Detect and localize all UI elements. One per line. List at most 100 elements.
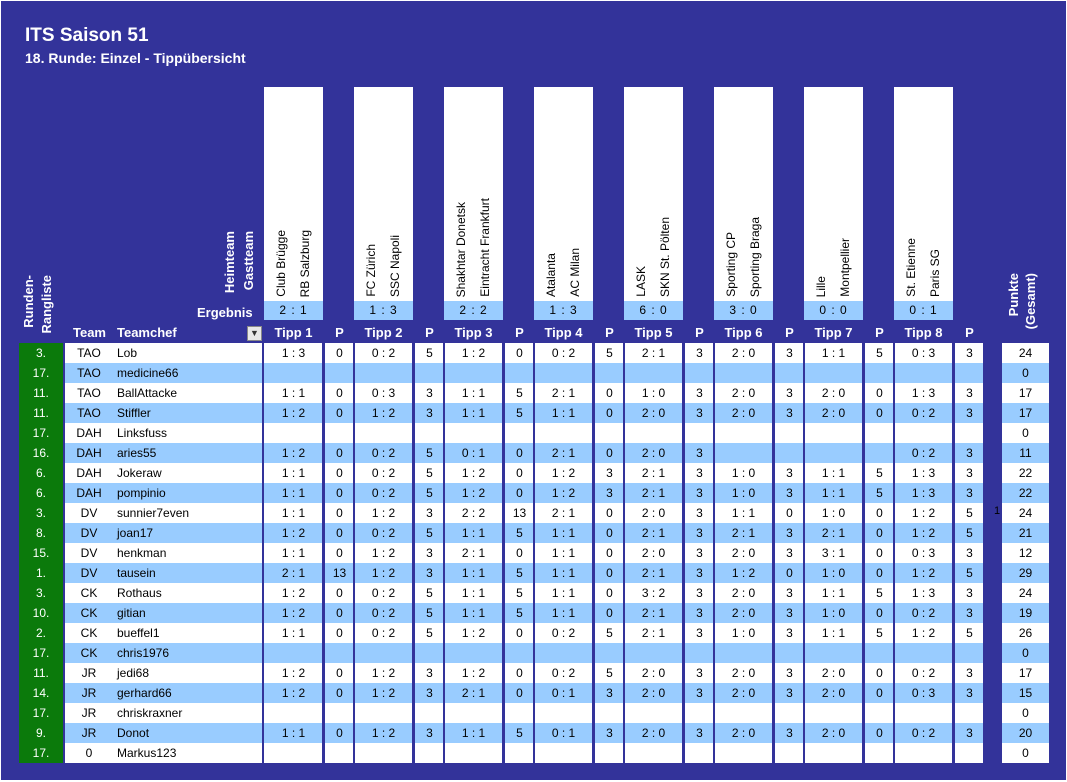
- tipp-cell: 2 : 0: [624, 543, 683, 563]
- team-cell: DAH: [65, 463, 113, 483]
- points-cell: 0: [325, 543, 354, 563]
- tipp-cell: 1 : 1: [534, 603, 593, 623]
- tipp-cell: 0 : 2: [354, 483, 413, 503]
- tipp-cell: [534, 743, 593, 763]
- points-cell: [775, 423, 804, 443]
- points-cell: [955, 643, 984, 663]
- points-cell: 0: [325, 503, 354, 523]
- match-header-2: FC Zürich SSC Napoli 1 : 3: [354, 87, 413, 320]
- rangliste-label: Rangliste: [39, 275, 54, 334]
- tipp-cell: 3 : 2: [624, 583, 683, 603]
- total-points-cell: 19: [1002, 603, 1049, 623]
- teamchef-cell: joan17: [113, 523, 262, 543]
- tipp-cell: 1 : 1: [804, 483, 863, 503]
- teamchef-cell: sunnier7even: [113, 503, 262, 523]
- tipp-cell: 1 : 1: [804, 583, 863, 603]
- rank-cell: 2.: [19, 623, 63, 643]
- tipp-cell: 2 : 0: [714, 543, 773, 563]
- tipp-cell: 0 : 1: [534, 723, 593, 743]
- rank-cell: 11.: [19, 383, 63, 403]
- column-separator: [592, 343, 594, 763]
- tipp-cell: [534, 643, 593, 663]
- total-points-cell: 22: [1002, 463, 1049, 483]
- tipp-cell: 1 : 2: [264, 443, 323, 463]
- points-cell: 5: [955, 503, 984, 523]
- tipp-cell: 2 : 1: [624, 463, 683, 483]
- points-cell: [505, 743, 534, 763]
- points-cell: [325, 423, 354, 443]
- gesamt-label: (Gesamt): [1023, 273, 1038, 330]
- total-points-cell: 26: [1002, 623, 1049, 643]
- points-cell: 3: [685, 723, 714, 743]
- column-separator: [443, 343, 445, 763]
- points-cell: 5: [505, 563, 534, 583]
- points-cell: 3: [685, 623, 714, 643]
- points-cell: 5: [505, 523, 534, 543]
- points-cell: 3: [955, 343, 984, 363]
- points-cell: 5: [415, 583, 444, 603]
- points-cell: 0: [325, 403, 354, 423]
- points-cell: 3: [685, 603, 714, 623]
- points-cell: 5: [415, 623, 444, 643]
- points-cell: [325, 703, 354, 723]
- tipp-cell: 2 : 1: [624, 343, 683, 363]
- tipp-cell: 0 : 2: [534, 623, 593, 643]
- tipp-cell: 1 : 2: [894, 623, 953, 643]
- team-cell: DV: [65, 503, 113, 523]
- points-header-3: P: [515, 325, 524, 340]
- total-points-cell: 0: [1002, 363, 1049, 383]
- points-cell: 5: [415, 443, 444, 463]
- points-cell: [955, 363, 984, 383]
- table-row: 17. TAO medicine66 0: [19, 363, 1049, 383]
- points-cell: [865, 743, 894, 763]
- tipp-cell: 2 : 1: [804, 523, 863, 543]
- tipp-cell: 2 : 0: [624, 443, 683, 463]
- tipp-cell: [894, 743, 953, 763]
- tipp-cell: 3 : 1: [804, 543, 863, 563]
- tipp-cell: [264, 743, 323, 763]
- total-points-cell: 11: [1002, 443, 1049, 463]
- tipp-cell: 2 : 0: [804, 663, 863, 683]
- tipp-header-2: Tipp 2: [364, 325, 403, 340]
- tipp-cell: 2 : 1: [624, 523, 683, 543]
- points-cell: 5: [865, 623, 894, 643]
- points-cell: [865, 643, 894, 663]
- points-cell: 3: [595, 723, 624, 743]
- team-cell: DAH: [65, 423, 113, 443]
- tipp-cell: 1 : 0: [804, 563, 863, 583]
- points-cell: [775, 363, 804, 383]
- gastteam-label: Gastteam: [241, 231, 256, 291]
- total-points-cell: 24: [1002, 583, 1049, 603]
- match-header-4: Atalanta AC Milan 1 : 3: [534, 87, 593, 320]
- points-cell: [865, 443, 894, 463]
- points-cell: 3: [955, 663, 984, 683]
- points-cell: 3: [775, 463, 804, 483]
- points-header-1: P: [335, 325, 344, 340]
- tipp-cell: [264, 643, 323, 663]
- points-cell: [955, 743, 984, 763]
- points-cell: 13: [505, 503, 534, 523]
- teamchef-cell: Jokeraw: [113, 463, 262, 483]
- column-separator: [713, 343, 715, 763]
- filter-dropdown-button[interactable]: ▼: [247, 326, 262, 341]
- points-cell: 3: [685, 383, 714, 403]
- tipp-cell: 1 : 1: [264, 463, 323, 483]
- tipp-cell: 0 : 2: [354, 623, 413, 643]
- points-cell: [595, 643, 624, 663]
- points-cell: 3: [955, 403, 984, 423]
- teamchef-cell: jedi68: [113, 663, 262, 683]
- tipp-cell: 0 : 2: [354, 443, 413, 463]
- tipp-cell: 1 : 0: [714, 483, 773, 503]
- home-team: FC Zürich: [364, 244, 378, 297]
- match-header-1: Club Brügge RB Salzburg 2 : 1: [264, 87, 323, 320]
- match-result: 2 : 1: [264, 301, 323, 320]
- match-header-8: St. Etienne Paris SG 0 : 1: [894, 87, 953, 320]
- tipp-cell: 1 : 2: [354, 503, 413, 523]
- points-cell: 0: [505, 343, 534, 363]
- points-header-8: P: [965, 325, 974, 340]
- rank-cell: 11.: [19, 403, 63, 423]
- tipp-cell: 1 : 1: [264, 383, 323, 403]
- tipp-cell: 1 : 1: [804, 463, 863, 483]
